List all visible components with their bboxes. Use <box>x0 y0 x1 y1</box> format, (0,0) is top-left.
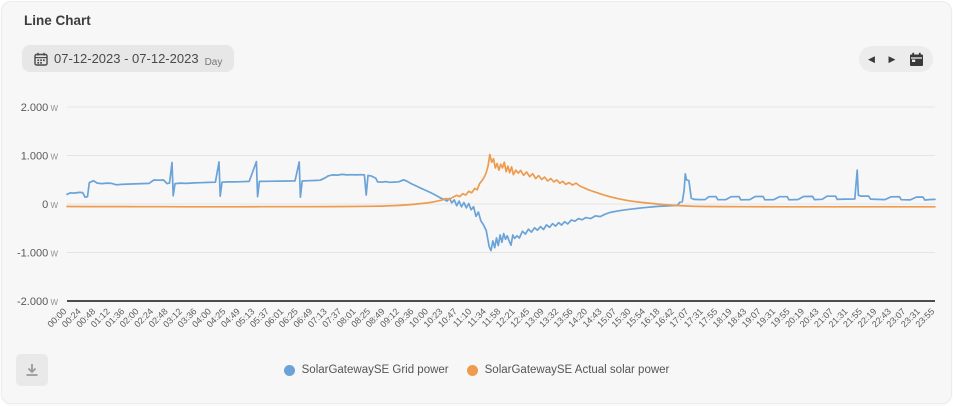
legend-dot-grid-power <box>283 364 295 376</box>
chart-nav-controls: ◀ ▶ <box>859 46 933 72</box>
legend-label-solar-power: SolarGatewaySE Actual solar power <box>484 364 670 376</box>
svg-text:-2.000 W: -2.000 W <box>17 296 58 308</box>
calendar-icon <box>34 52 48 66</box>
date-range-unit: Day <box>204 57 223 68</box>
legend-dot-solar-power <box>466 364 478 376</box>
chevron-left-icon: ◀ <box>868 53 875 64</box>
page-title: Line Chart <box>24 13 91 28</box>
date-range-label: 07-12-2023 - 07-12-2023 <box>54 51 199 66</box>
calendar-button[interactable] <box>909 52 924 67</box>
calendar-icon <box>909 52 924 67</box>
svg-text:-1.000 W: -1.000 W <box>17 248 58 260</box>
legend-item-grid-power[interactable]: SolarGatewaySE Grid power <box>283 364 449 376</box>
svg-text:0 W: 0 W <box>42 199 58 211</box>
download-button[interactable] <box>16 354 48 386</box>
chevron-right-icon: ▶ <box>888 53 896 64</box>
legend-item-solar-power[interactable]: SolarGatewaySE Actual solar power <box>466 364 670 376</box>
legend: SolarGatewaySE Grid power SolarGatewaySE… <box>2 352 951 388</box>
legend-label-grid-power: SolarGatewaySE Grid power <box>301 364 449 376</box>
prev-button[interactable]: ◀ <box>868 53 875 64</box>
next-button[interactable]: ▶ <box>888 53 896 64</box>
download-icon <box>24 362 40 378</box>
chart-footer: SolarGatewaySE Grid power SolarGatewaySE… <box>2 352 951 388</box>
date-range-picker[interactable]: 07-12-2023 - 07-12-2023 Day <box>22 45 235 72</box>
svg-text:1.000 W: 1.000 W <box>21 151 59 163</box>
svg-text:2.000 W: 2.000 W <box>21 102 59 114</box>
